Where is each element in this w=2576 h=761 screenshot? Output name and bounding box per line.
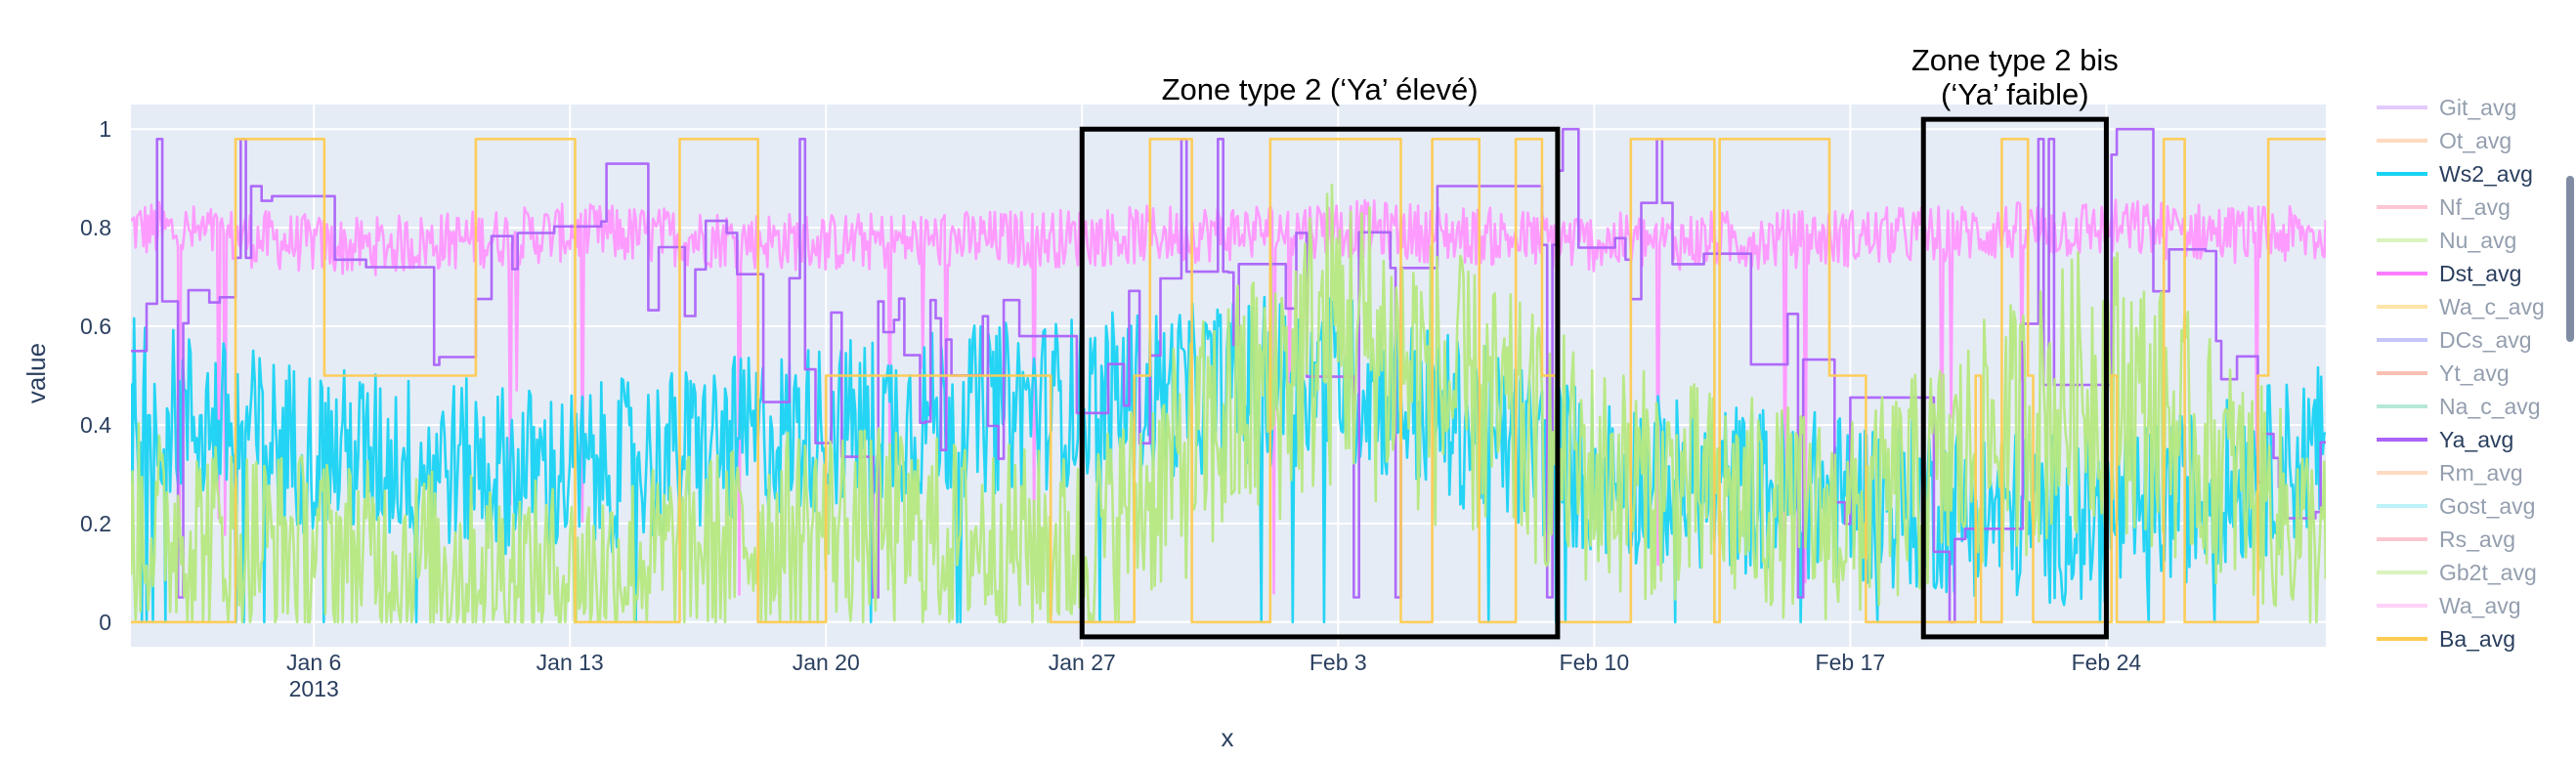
x-axis-title: x (1222, 723, 1234, 752)
x-tick-label: Feb 10 (1560, 650, 1630, 675)
series-line-dst-avg (131, 198, 2326, 596)
y-tick-label: 0.8 (80, 215, 111, 240)
annotation-box (1920, 116, 2109, 640)
legend: Git_avg Ot_avg Ws2_avg Nf_avg Nu_avg Dst_avg W… (2377, 95, 2574, 652)
series-group (131, 127, 2326, 624)
legend-label: Git_avg (2439, 95, 2516, 120)
legend-item[interactable]: Ot_avg (2377, 128, 2512, 153)
y-tick-label: 0.2 (80, 511, 111, 536)
annotation-label: Zone type 2 (‘Ya’ élevé) (1162, 72, 1479, 106)
legend-label: Ba_avg (2439, 626, 2515, 652)
y-tick-label: 0.4 (80, 412, 111, 438)
legend-item[interactable]: Dst_avg (2377, 261, 2521, 286)
series-line-ba-avg (131, 138, 2326, 624)
legend-item[interactable]: Git_avg (2377, 95, 2516, 120)
legend-label: Nu_avg (2439, 228, 2516, 253)
series-line-gb2t-avg (131, 183, 2326, 624)
x-tick-label: Jan 20 (793, 650, 860, 675)
legend-label: Dst_avg (2439, 261, 2521, 286)
x-tick-sublabel: 2013 (289, 676, 339, 701)
legend-item[interactable]: Nu_avg (2377, 228, 2516, 253)
legend-item[interactable]: Gost_avg (2377, 493, 2535, 519)
legend-item[interactable]: Ya_avg (2377, 427, 2513, 452)
legend-item[interactable]: Ba_avg (2377, 626, 2515, 652)
legend-label: Gb2t_avg (2439, 560, 2537, 585)
x-tick-label: Jan 27 (1049, 650, 1116, 675)
legend-label: DCs_avg (2439, 327, 2532, 353)
legend-label: Wa_avg (2439, 593, 2521, 618)
y-tick-label: 0 (99, 610, 111, 635)
legend-label: Nf_avg (2439, 194, 2511, 220)
legend-item[interactable]: DCs_avg (2377, 327, 2532, 353)
legend-item[interactable]: Rm_avg (2377, 460, 2523, 486)
legend-scrollbar[interactable] (2566, 176, 2574, 342)
legend-item[interactable]: Nf_avg (2377, 194, 2511, 220)
annotations: Zone type 2 (‘Ya’ élevé) Zone type 2 bis(… (1079, 43, 2119, 640)
series-line-ya-avg (131, 127, 2326, 624)
legend-label: Ot_avg (2439, 128, 2512, 153)
legend-label: Gost_avg (2439, 493, 2535, 519)
y-tick-label: 1 (99, 116, 111, 142)
annotation-label: Zone type 2 bis (1911, 43, 2119, 77)
x-tick-label: Feb 17 (1816, 650, 1886, 675)
annotation-box (1079, 126, 1561, 640)
legend-item[interactable]: Ws2_avg (2377, 161, 2533, 187)
legend-label: Ws2_avg (2439, 161, 2533, 187)
legend-label: Yt_avg (2439, 360, 2510, 386)
x-tick-label: Jan 13 (537, 650, 604, 675)
legend-item[interactable]: Wa_avg (2377, 593, 2521, 618)
x-tick-label: Feb 24 (2072, 650, 2142, 675)
legend-item[interactable]: Yt_avg (2377, 360, 2510, 386)
y-tick-label: 0.6 (80, 314, 111, 339)
y-axis-title: value (21, 343, 51, 403)
legend-item[interactable]: Na_c_avg (2377, 394, 2541, 419)
legend-item[interactable]: Gb2t_avg (2377, 560, 2537, 585)
legend-label: Rm_avg (2439, 460, 2523, 486)
legend-label: Wa_c_avg (2439, 294, 2545, 319)
x-tick-label: Jan 6 (286, 650, 341, 675)
x-tick-label: Feb 3 (1309, 650, 1367, 675)
legend-item[interactable]: Rs_avg (2377, 527, 2515, 552)
legend-label: Rs_avg (2439, 527, 2515, 552)
legend-label: Na_c_avg (2439, 394, 2541, 419)
legend-item[interactable]: Wa_c_avg (2377, 294, 2545, 319)
legend-label: Ya_avg (2439, 427, 2513, 452)
annotation-label-line2: (‘Ya’ faible) (1941, 77, 2089, 111)
